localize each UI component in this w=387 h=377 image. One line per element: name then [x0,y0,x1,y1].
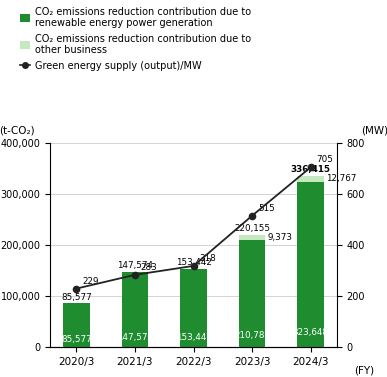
Text: 153,442: 153,442 [176,333,211,342]
Text: 153,442: 153,442 [176,258,211,267]
Text: 147,574: 147,574 [117,261,153,270]
Text: 220,155: 220,155 [234,224,270,233]
Bar [297,182,324,347]
Text: (FY): (FY) [354,365,374,375]
Text: 336,415: 336,415 [291,165,330,174]
Text: 147,574: 147,574 [117,333,153,342]
Bar [63,303,90,347]
Text: 85,577: 85,577 [61,293,92,302]
Text: 283: 283 [141,263,158,272]
Text: 515: 515 [258,204,275,213]
Bar [180,269,207,347]
Text: 9,373: 9,373 [267,233,293,242]
Text: 323,648: 323,648 [293,328,329,337]
Text: 85,577: 85,577 [61,335,92,344]
Text: 318: 318 [199,254,216,263]
Text: 12,767: 12,767 [326,175,356,183]
Bar [239,235,265,239]
Text: (MW): (MW) [361,125,387,135]
Bar [122,272,148,347]
Text: 229: 229 [82,276,99,285]
Text: 210,782: 210,782 [234,331,270,340]
Bar [297,176,324,182]
Bar [239,239,265,347]
Legend: CO₂ emissions reduction contribution due to
renewable energy power generation, C: CO₂ emissions reduction contribution due… [21,7,251,70]
Text: (t-CO₂): (t-CO₂) [0,125,34,135]
Text: 705: 705 [316,155,333,164]
